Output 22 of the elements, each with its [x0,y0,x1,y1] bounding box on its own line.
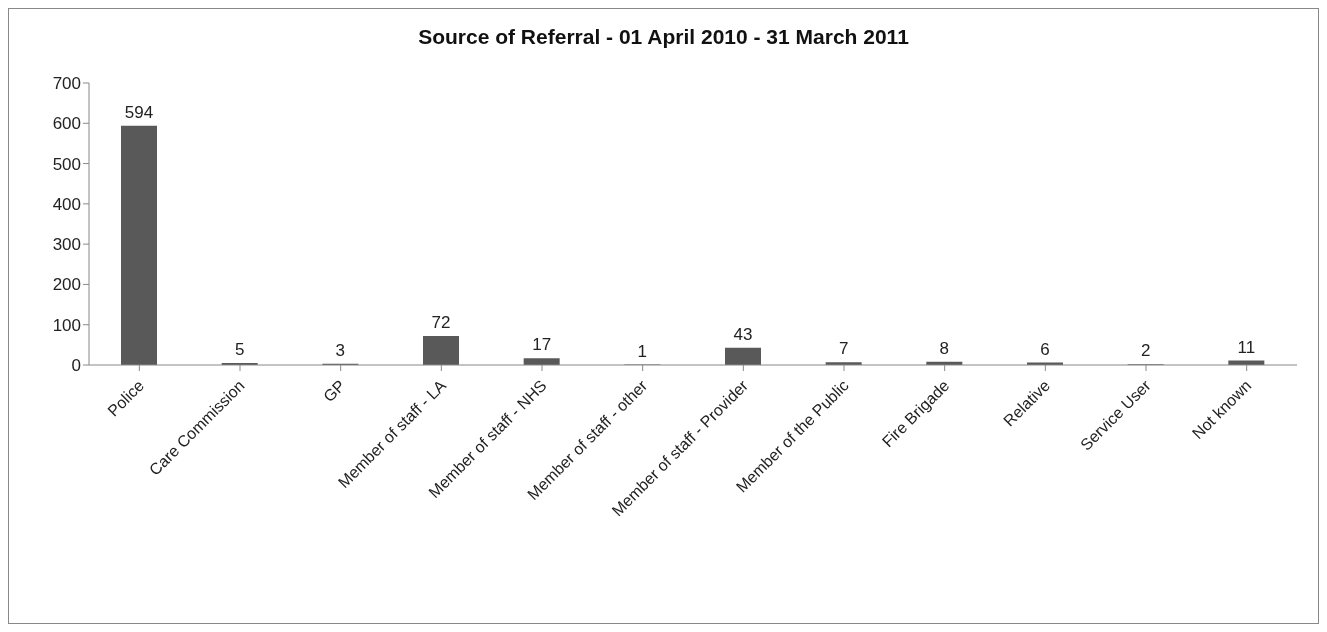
y-tick-label: 0 [71,356,81,376]
data-label: 11 [1237,337,1256,357]
data-label: 594 [124,102,154,122]
data-label: 6 [1040,339,1050,359]
y-tick-label: 600 [52,114,81,134]
y-tick-label: 700 [52,74,81,94]
y-tick-label: 400 [52,194,81,214]
data-label: 8 [939,338,950,358]
data-label: 72 [431,312,451,332]
y-tick-label: 200 [52,275,81,295]
data-label: 43 [733,324,753,344]
y-tick-label: 500 [52,154,81,174]
data-label: 17 [532,335,552,355]
data-label: 1 [637,341,648,361]
x-tick-label: GP [320,376,349,406]
data-label: 2 [1140,341,1151,361]
y-tick-label: 300 [52,235,81,255]
data-label: 7 [838,339,849,359]
data-label: 3 [335,340,346,360]
y-tick-label: 100 [52,315,81,335]
chart-title: Source of Referral - 01 April 2010 - 31 March 2011 [417,25,910,50]
data-label: 5 [234,339,245,359]
